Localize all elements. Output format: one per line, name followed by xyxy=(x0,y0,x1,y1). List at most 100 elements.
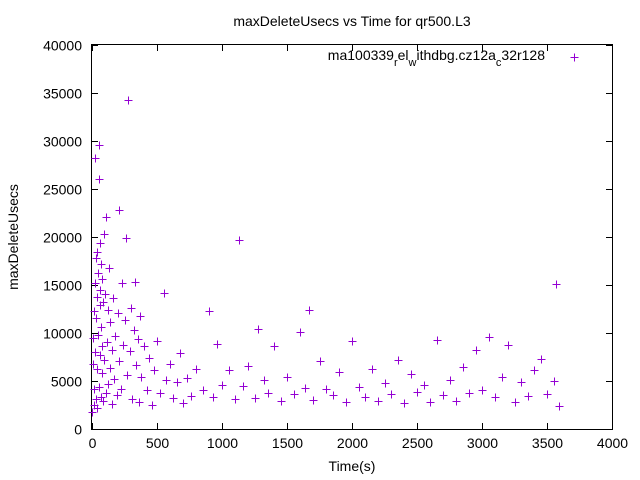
data-point xyxy=(179,399,188,408)
data-point xyxy=(90,385,99,394)
y-tick-label: 25000 xyxy=(43,182,82,198)
data-point xyxy=(381,379,390,388)
x-tick-label: 3500 xyxy=(532,435,563,451)
data-point xyxy=(225,366,234,375)
y-tick-label: 40000 xyxy=(43,38,82,54)
data-point xyxy=(361,393,370,402)
data-point xyxy=(231,395,240,404)
data-point xyxy=(96,239,105,248)
data-point xyxy=(96,351,105,360)
data-point xyxy=(160,289,169,298)
data-point xyxy=(316,357,325,366)
data-point xyxy=(342,398,351,407)
data-point xyxy=(114,309,123,318)
data-point xyxy=(251,394,260,403)
data-point xyxy=(127,304,136,313)
data-point xyxy=(162,376,171,385)
data-point xyxy=(335,368,344,377)
data-points xyxy=(88,96,564,417)
data-point xyxy=(93,365,102,374)
data-point xyxy=(524,392,533,401)
data-point xyxy=(98,369,107,378)
data-point xyxy=(290,390,299,399)
data-point xyxy=(491,393,500,402)
data-point xyxy=(485,333,494,342)
data-point xyxy=(465,389,474,398)
data-point xyxy=(91,154,100,163)
data-point xyxy=(305,306,314,315)
data-point xyxy=(128,395,137,404)
data-point xyxy=(244,362,253,371)
x-axis-label: Time(s) xyxy=(329,458,376,474)
x-tick-label: 500 xyxy=(146,435,170,451)
data-point xyxy=(104,306,113,315)
data-point xyxy=(459,363,468,372)
data-point xyxy=(110,375,119,384)
data-point xyxy=(117,385,126,394)
data-point xyxy=(192,365,201,374)
data-point xyxy=(260,376,269,385)
data-point xyxy=(301,384,310,393)
data-point xyxy=(93,293,102,302)
data-point xyxy=(446,376,455,385)
data-point xyxy=(111,332,120,341)
data-point xyxy=(103,338,112,347)
data-point xyxy=(150,366,159,375)
y-axis: 0 5000 10000 15000 20000 25000 30000 35000 40000 xyxy=(43,38,612,438)
data-point xyxy=(113,391,122,400)
y-tick-label: 30000 xyxy=(43,134,82,150)
data-point xyxy=(99,298,108,307)
data-point xyxy=(98,275,107,284)
data-point xyxy=(90,307,99,316)
x-tick-label: 1500 xyxy=(272,435,303,451)
data-point xyxy=(93,404,102,413)
x-tick-label: 1000 xyxy=(207,435,238,451)
data-point xyxy=(140,342,149,351)
data-point xyxy=(322,385,331,394)
data-point xyxy=(91,348,100,357)
data-point xyxy=(106,364,115,373)
data-point xyxy=(433,336,442,345)
data-point xyxy=(478,386,487,395)
data-point xyxy=(368,365,377,374)
data-point xyxy=(115,206,124,215)
data-point xyxy=(105,264,114,273)
data-point xyxy=(88,408,97,417)
y-tick-label: 35000 xyxy=(43,86,82,102)
data-point xyxy=(329,391,338,400)
data-point xyxy=(254,325,263,334)
data-point xyxy=(148,401,157,410)
data-point xyxy=(153,337,162,346)
data-point xyxy=(183,374,192,383)
data-point xyxy=(374,397,383,406)
data-point xyxy=(426,398,435,407)
x-tick-label: 3000 xyxy=(467,435,498,451)
data-point xyxy=(504,341,513,350)
data-point xyxy=(115,357,124,366)
data-point xyxy=(136,312,145,321)
data-point xyxy=(537,355,546,364)
data-point xyxy=(93,248,102,257)
data-point xyxy=(264,389,273,398)
data-point xyxy=(97,323,106,332)
data-point xyxy=(92,254,101,263)
y-tick-label: 20000 xyxy=(43,230,82,246)
data-point xyxy=(166,360,175,369)
x-tick-label: 2500 xyxy=(402,435,433,451)
data-point xyxy=(106,318,115,327)
data-point xyxy=(400,399,409,408)
data-point xyxy=(132,361,141,370)
data-point xyxy=(122,234,131,243)
data-point xyxy=(472,346,481,355)
data-point xyxy=(296,328,305,337)
y-tick-label: 15000 xyxy=(43,278,82,294)
data-point xyxy=(100,230,109,239)
data-point xyxy=(420,381,429,390)
data-point xyxy=(235,236,244,245)
data-point xyxy=(126,347,135,356)
data-point xyxy=(394,356,403,365)
data-point xyxy=(173,378,182,387)
data-point xyxy=(213,340,222,349)
data-point xyxy=(101,290,110,299)
data-point xyxy=(130,326,139,335)
